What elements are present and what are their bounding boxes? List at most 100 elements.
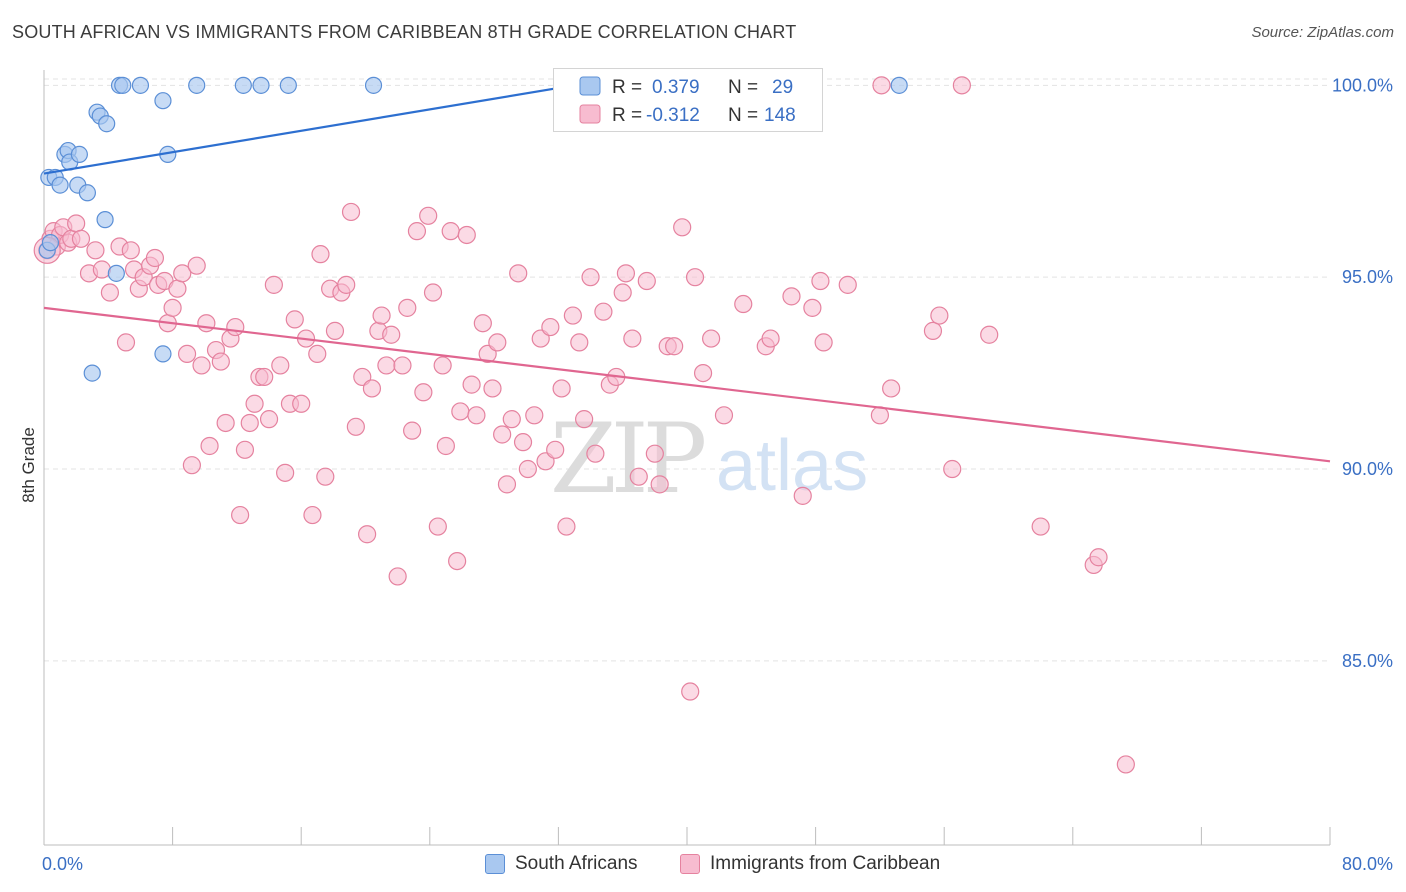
- caribbean-point: [346, 417, 365, 436]
- caribbean-point: [419, 206, 438, 225]
- caribbean-point: [681, 682, 700, 701]
- caribbean-point: [1116, 755, 1135, 774]
- caribbean-point: [557, 517, 576, 536]
- caribbean-point: [337, 275, 356, 294]
- caribbean-point: [303, 505, 322, 525]
- caribbean-point: [665, 337, 684, 356]
- caribbean-point: [943, 459, 962, 479]
- caribbean-point: [116, 333, 136, 352]
- trend-lines: [43, 84, 1331, 463]
- caribbean-point: [793, 486, 812, 505]
- caribbean-point: [838, 275, 857, 294]
- south-african-point: [78, 184, 97, 202]
- caribbean-point: [488, 333, 507, 352]
- caribbean-point: [211, 352, 230, 371]
- legend-r-value: 0.379: [652, 77, 700, 98]
- caribbean-point: [734, 294, 753, 314]
- caribbean-point: [541, 317, 560, 337]
- caribbean-point: [502, 410, 521, 429]
- caribbean-point: [518, 459, 537, 479]
- caribbean-point: [341, 202, 361, 222]
- south-african-point: [107, 264, 125, 282]
- caribbean-point: [594, 302, 613, 321]
- south-african-point: [188, 76, 206, 94]
- caribbean-point: [980, 325, 999, 344]
- south-african-point: [154, 345, 172, 363]
- legend-n-label: N =: [728, 105, 758, 126]
- south-african-point: [70, 145, 88, 164]
- legend-item-south-africans[interactable]: South Africans: [485, 851, 638, 877]
- caribbean-point: [451, 402, 470, 421]
- caribbean-point: [173, 264, 192, 283]
- caribbean-point: [86, 241, 105, 260]
- source-credit: Source: ZipAtlas.com: [1251, 24, 1394, 41]
- y-tick-label: 95.0%: [1342, 267, 1393, 287]
- caribbean-point: [814, 333, 833, 352]
- caribbean-point: [71, 229, 91, 248]
- caribbean-point: [67, 214, 86, 233]
- caribbean-point: [457, 225, 476, 245]
- legend-label-caribbean: Immigrants from Caribbean: [710, 853, 941, 874]
- south-african-point: [154, 92, 172, 110]
- caribbean-point: [645, 444, 664, 463]
- caribbean-point: [473, 314, 492, 333]
- y-tick-label: 90.0%: [1342, 459, 1393, 479]
- y-tick-label: 100.0%: [1332, 75, 1393, 95]
- caribbean-point: [362, 379, 382, 398]
- caribbean-point: [271, 356, 290, 375]
- caribbean-point: [923, 321, 943, 340]
- caribbean-point: [441, 222, 460, 241]
- caribbean-point: [276, 463, 295, 482]
- legend-n-value: 29: [772, 77, 793, 98]
- caribbean-point: [570, 333, 589, 352]
- caribbean-point: [197, 314, 216, 333]
- caribbean-point: [398, 298, 417, 317]
- caribbean-point: [407, 222, 427, 241]
- caribbean-point: [382, 325, 401, 344]
- legend-item-caribbean[interactable]: Immigrants from Caribbean: [680, 851, 940, 877]
- caribbean-point: [782, 287, 801, 306]
- legend-r-value: -0.312: [646, 105, 700, 126]
- caribbean-point: [316, 467, 335, 486]
- legend-label-south-africans: South Africans: [515, 853, 638, 874]
- caribbean-point: [377, 356, 396, 375]
- caribbean-point: [483, 379, 502, 398]
- tick-labels: 85.0% 90.0% 95.0% 100.0% 0.0% 80.0%: [42, 75, 1393, 874]
- caribbean-point: [255, 367, 274, 387]
- legend-swatch-south-africans: [485, 854, 505, 874]
- caribbean-point: [388, 567, 407, 586]
- caribbean-point: [673, 218, 692, 237]
- caribbean-point: [552, 379, 571, 398]
- legend-swatch-caribbean: [680, 854, 700, 874]
- caribbean-point: [240, 413, 259, 433]
- caribbean-point: [168, 279, 187, 298]
- legend-r-label: R =: [612, 105, 642, 126]
- south-african-point: [279, 76, 297, 94]
- caribbean-point: [497, 475, 517, 494]
- caribbean-point: [525, 406, 544, 425]
- correlation-legend: R = 0.379 N = 29 R = -0.312 N = 148: [553, 68, 823, 132]
- caribbean-point: [200, 436, 219, 456]
- caribbean-point: [192, 356, 211, 375]
- caribbean-point: [467, 406, 486, 425]
- legend-n-label: N =: [728, 77, 758, 98]
- caribbean-point: [872, 76, 891, 95]
- caribbean-point: [121, 241, 140, 260]
- south-african-point: [83, 364, 101, 382]
- south-african-point: [131, 76, 150, 94]
- caribbean-point: [714, 406, 734, 425]
- caribbean-point: [436, 436, 455, 456]
- caribbean-point: [245, 394, 264, 413]
- caribbean-point: [811, 271, 830, 291]
- caribbean-point: [637, 271, 656, 291]
- caribbean-point: [231, 505, 250, 525]
- axes: [43, 70, 1331, 846]
- caribbean-point: [882, 379, 901, 398]
- south-african-point: [96, 211, 114, 229]
- south-african-point: [252, 76, 270, 94]
- caribbean-point: [311, 245, 330, 264]
- caribbean-point: [1031, 517, 1050, 536]
- grid-lines: [44, 78, 1330, 662]
- caribbean-point: [650, 475, 669, 494]
